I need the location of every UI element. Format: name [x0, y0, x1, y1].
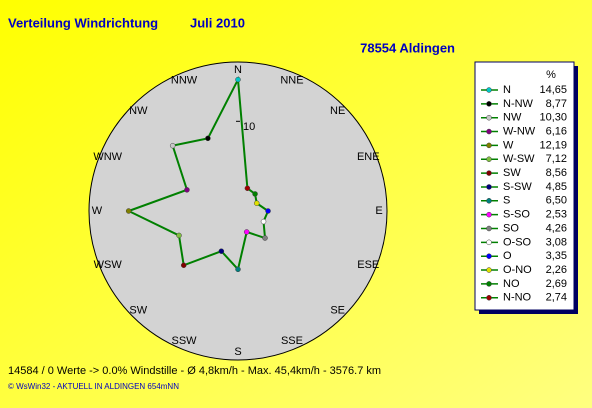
legend-marker — [486, 114, 492, 121]
point — [243, 229, 250, 235]
point — [262, 235, 268, 241]
footer: 14584 / 0 Werte -> 0.0% Windstille - Ø 4… — [8, 365, 381, 377]
point — [184, 187, 190, 193]
legend-label: O-NO — [503, 264, 532, 276]
legend-value: 2,69 — [546, 278, 567, 290]
legend-label: S-SO — [503, 209, 530, 221]
point — [244, 185, 251, 192]
legend-marker — [486, 142, 492, 149]
legend-marker — [486, 295, 492, 301]
legend-marker — [486, 87, 492, 93]
chart-title: Verteilung Windrichtung — [8, 15, 158, 30]
legend-value: 3,08 — [546, 236, 567, 248]
point — [205, 135, 211, 142]
direction-label: SSE — [281, 335, 303, 347]
point — [235, 266, 241, 273]
legend-value: 2,26 — [546, 264, 567, 276]
legend-marker — [486, 170, 492, 176]
legend-value: 12,19 — [539, 139, 567, 151]
legend-label: NO — [503, 278, 520, 290]
plot-area — [88, 61, 388, 361]
legend-value: 6,50 — [546, 195, 567, 207]
point — [125, 208, 132, 214]
legend-label: O — [503, 250, 512, 262]
legend-value: 4,85 — [546, 181, 567, 193]
legend-value: 8,77 — [546, 98, 567, 110]
point — [252, 191, 258, 197]
legend-label: W-NW — [503, 125, 536, 137]
credit: © WsWin32 - AKTUELL IN ALDINGEN 654mNN — [8, 382, 179, 391]
point — [169, 142, 176, 149]
legend-label: SW — [503, 167, 521, 179]
legend-marker — [486, 239, 492, 246]
legend-value: 8,56 — [546, 167, 567, 179]
legend-marker — [486, 101, 492, 107]
legend-label: S-SW — [503, 181, 532, 193]
legend-marker — [486, 281, 492, 287]
direction-label: SW — [129, 305, 147, 317]
direction-label: NNW — [171, 75, 198, 87]
direction-label: WNW — [93, 151, 122, 163]
legend-marker — [486, 198, 492, 204]
legend-label: W — [503, 139, 514, 151]
direction-label: SSW — [172, 335, 198, 347]
direction-label: NNE — [280, 75, 303, 87]
legend-marker — [486, 184, 492, 190]
point — [176, 232, 182, 239]
chart-subtitle: 78554 Aldingen — [360, 40, 455, 55]
direction-label: E — [375, 205, 382, 217]
direction-label: NE — [330, 105, 345, 117]
legend-marker — [486, 211, 492, 218]
legend-label: N-NO — [503, 292, 532, 304]
direction-label: NW — [129, 105, 148, 117]
legend-value: 10,30 — [539, 112, 567, 124]
legend-value: 7,12 — [546, 153, 567, 165]
legend-label: S — [503, 195, 510, 207]
legend-label: SO — [503, 222, 519, 234]
legend-marker — [486, 128, 492, 135]
direction-label: S — [234, 346, 241, 358]
point — [180, 262, 187, 269]
legend-value: 2,53 — [546, 209, 567, 221]
legend-label: W-SW — [503, 153, 535, 165]
point — [265, 208, 271, 214]
direction-label: N — [234, 64, 242, 76]
direction-label: W — [92, 205, 103, 217]
legend-header: % — [546, 69, 556, 81]
legend-value: 2,74 — [546, 292, 567, 304]
direction-label: ENE — [357, 151, 380, 163]
point — [253, 200, 260, 206]
legend-value: 3,35 — [546, 250, 567, 262]
r-tick-label: 10 — [243, 121, 255, 133]
direction-label: SE — [330, 305, 345, 317]
legend-label: O-SO — [503, 236, 532, 248]
direction-label: WSW — [94, 259, 123, 271]
legend-label: N — [503, 84, 511, 96]
legend-marker — [486, 253, 492, 259]
point — [260, 218, 267, 225]
legend-marker — [486, 267, 492, 273]
point — [218, 248, 225, 254]
legend-marker — [486, 225, 492, 232]
legend-value: 4,26 — [546, 222, 567, 234]
legend-label: NW — [503, 112, 522, 124]
legend-label: N-NW — [503, 98, 534, 110]
chart-period: Juli 2010 — [190, 15, 245, 30]
legend-value: 6,16 — [546, 125, 567, 137]
legend-value: 14,65 — [539, 84, 567, 96]
point — [235, 76, 241, 83]
direction-label: ESE — [357, 259, 379, 271]
legend-marker — [486, 156, 492, 162]
